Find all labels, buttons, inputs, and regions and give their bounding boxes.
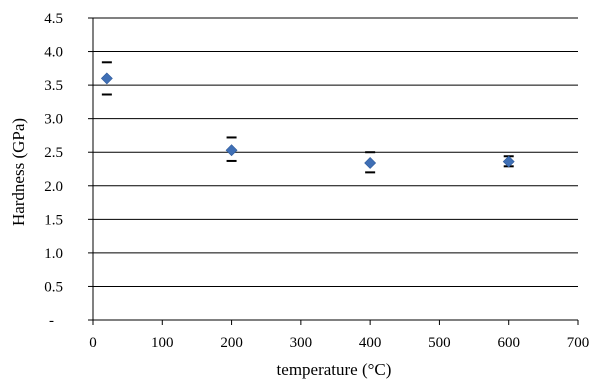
- x-tick-label: 400: [359, 335, 382, 351]
- x-tick-label: 100: [151, 335, 174, 351]
- y-tick-label: 3.5: [44, 78, 63, 94]
- data-point: [100, 72, 113, 85]
- y-tick-label: 4.5: [44, 11, 63, 27]
- x-tick-label: 600: [497, 335, 520, 351]
- y-tick-label: 0.5: [44, 279, 63, 295]
- y-tick-label: -: [49, 313, 54, 329]
- data-point: [225, 144, 238, 157]
- data-point: [364, 157, 377, 169]
- x-tick-label: 700: [567, 335, 590, 351]
- x-tick-labels: 0 100 200 300 400 500 600 700: [89, 335, 589, 351]
- y-tick-label: 1.0: [44, 246, 63, 262]
- axes: [88, 17, 579, 325]
- y-axis-title: Hardness (GPa): [9, 118, 28, 226]
- x-tick-label: 200: [220, 335, 243, 351]
- data-points: [100, 72, 515, 169]
- y-tick-labels: - 0.5 1.0 1.5 2.0 2.5 3.0 3.5 4.0 4.5: [44, 11, 63, 329]
- x-tick-label: 300: [290, 335, 313, 351]
- error-bars: [101, 61, 514, 174]
- y-tick-label: 2.0: [44, 179, 63, 195]
- x-tick-label: 500: [428, 335, 451, 351]
- y-tick-label: 1.5: [44, 212, 63, 228]
- gridlines: [93, 17, 578, 287]
- data-point: [502, 155, 515, 168]
- y-tick-label: 4.0: [44, 45, 63, 61]
- y-tick-label: 3.0: [44, 112, 63, 128]
- x-axis-title: temperature (°C): [277, 360, 392, 379]
- y-tick-label: 2.5: [44, 145, 63, 161]
- x-tick-label: 0: [89, 335, 97, 351]
